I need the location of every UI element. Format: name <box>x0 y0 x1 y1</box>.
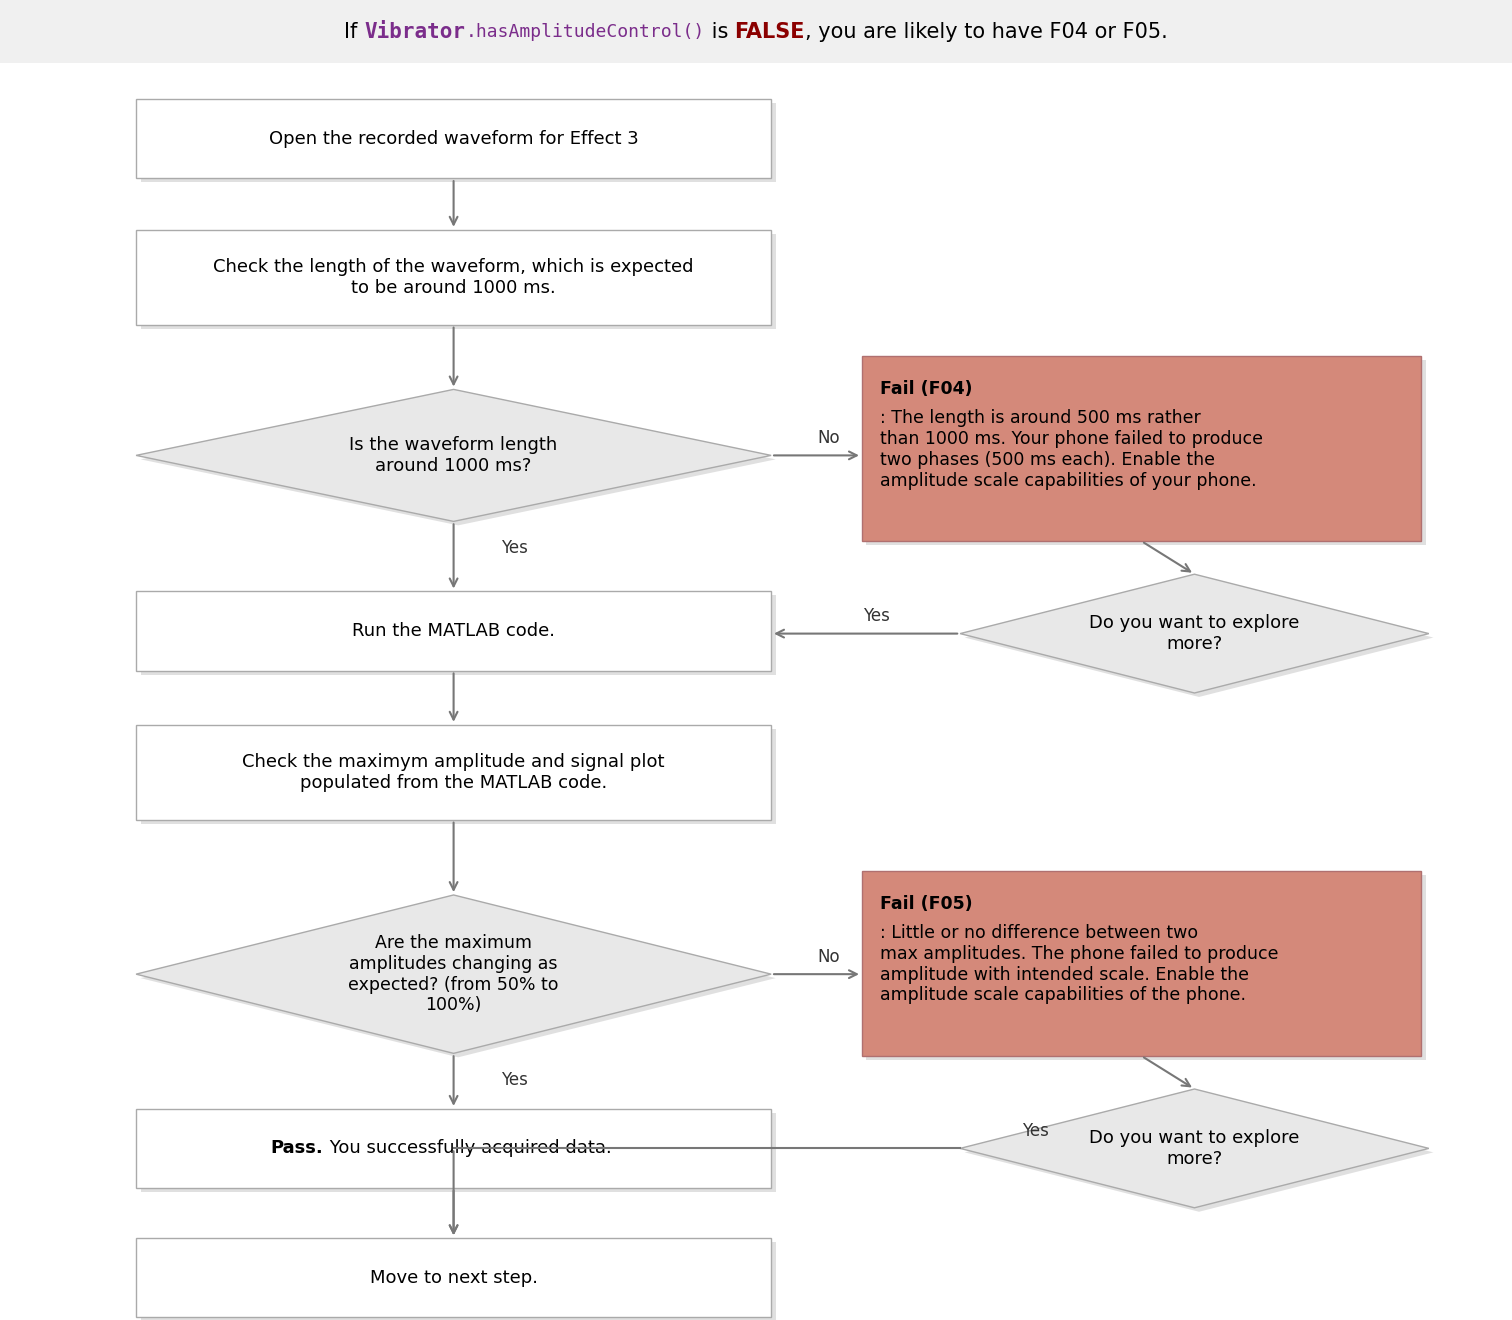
FancyBboxPatch shape <box>866 360 1426 545</box>
FancyBboxPatch shape <box>141 103 776 182</box>
Text: Move to next step.: Move to next step. <box>369 1269 538 1287</box>
Text: If: If <box>345 21 364 42</box>
Polygon shape <box>965 578 1433 697</box>
Text: Do you want to explore
more?: Do you want to explore more? <box>1089 1129 1300 1168</box>
Text: Fail (F04): Fail (F04) <box>880 380 972 399</box>
FancyBboxPatch shape <box>136 1109 771 1188</box>
Text: is: is <box>705 21 735 42</box>
Text: Yes: Yes <box>1022 1122 1049 1140</box>
Text: Yes: Yes <box>863 607 891 626</box>
Text: Do you want to explore
more?: Do you want to explore more? <box>1089 614 1300 653</box>
FancyBboxPatch shape <box>141 595 776 675</box>
Text: No: No <box>818 948 839 966</box>
FancyBboxPatch shape <box>141 234 776 329</box>
Polygon shape <box>136 389 771 521</box>
Text: Yes: Yes <box>500 1071 528 1089</box>
Text: FALSE: FALSE <box>735 21 804 42</box>
Text: Pass.: Pass. <box>271 1139 324 1158</box>
FancyBboxPatch shape <box>136 1238 771 1317</box>
Text: Check the maximym amplitude and signal plot
populated from the MATLAB code.: Check the maximym amplitude and signal p… <box>242 752 665 792</box>
Text: .hasAmplitudeControl(): .hasAmplitudeControl() <box>466 22 705 41</box>
Text: , you are likely to have F04 or F05.: , you are likely to have F04 or F05. <box>804 21 1167 42</box>
Text: No: No <box>818 429 839 447</box>
FancyBboxPatch shape <box>866 875 1426 1060</box>
Text: Yes: Yes <box>500 539 528 557</box>
FancyBboxPatch shape <box>136 99 771 178</box>
Polygon shape <box>960 1089 1429 1208</box>
FancyBboxPatch shape <box>0 0 1512 63</box>
Text: : The length is around 500 ms rather
than 1000 ms. Your phone failed to produce
: : The length is around 500 ms rather tha… <box>880 409 1263 490</box>
Polygon shape <box>965 1093 1433 1212</box>
Text: You successfully acquired data.: You successfully acquired data. <box>324 1139 611 1158</box>
FancyBboxPatch shape <box>141 1113 776 1192</box>
Text: Vibrator: Vibrator <box>364 21 466 42</box>
FancyBboxPatch shape <box>862 871 1421 1056</box>
Text: Is the waveform length
around 1000 ms?: Is the waveform length around 1000 ms? <box>349 436 558 475</box>
FancyBboxPatch shape <box>136 591 771 671</box>
Text: Check the length of the waveform, which is expected
to be around 1000 ms.: Check the length of the waveform, which … <box>213 257 694 297</box>
Text: Fail (F05): Fail (F05) <box>880 895 972 913</box>
FancyBboxPatch shape <box>862 356 1421 541</box>
Text: Run the MATLAB code.: Run the MATLAB code. <box>352 622 555 640</box>
Polygon shape <box>141 393 776 525</box>
FancyBboxPatch shape <box>136 725 771 820</box>
FancyBboxPatch shape <box>141 729 776 824</box>
Text: Are the maximum
amplitudes changing as
expected? (from 50% to
100%): Are the maximum amplitudes changing as e… <box>348 935 559 1014</box>
FancyBboxPatch shape <box>141 1242 776 1320</box>
Polygon shape <box>141 899 776 1057</box>
Polygon shape <box>960 574 1429 693</box>
Text: : Little or no difference between two
max amplitudes. The phone failed to produc: : Little or no difference between two ma… <box>880 924 1279 1005</box>
Polygon shape <box>136 895 771 1053</box>
Text: Open the recorded waveform for Effect 3: Open the recorded waveform for Effect 3 <box>269 129 638 148</box>
FancyBboxPatch shape <box>136 230 771 325</box>
